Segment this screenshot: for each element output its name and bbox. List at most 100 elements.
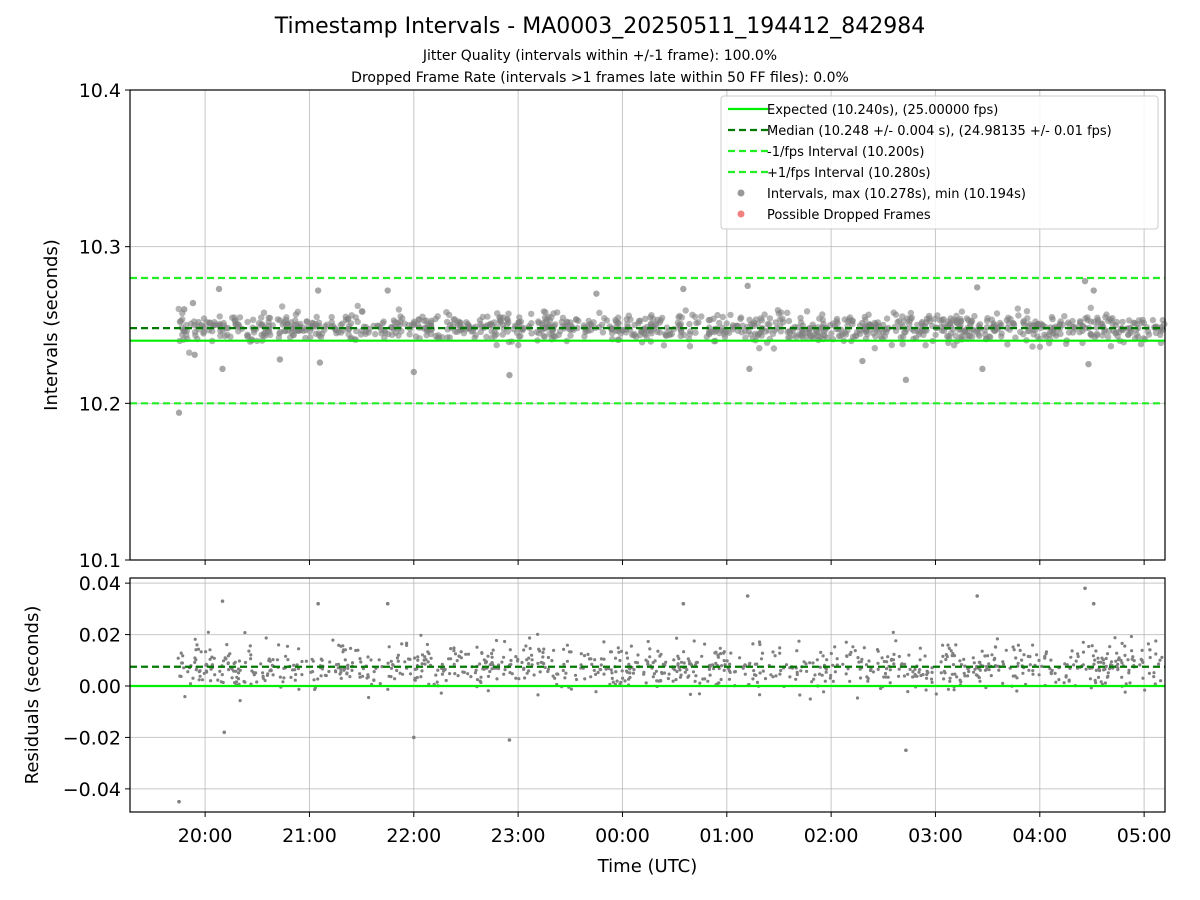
residual-point — [300, 659, 304, 664]
residual-point — [574, 677, 579, 682]
interval-point — [742, 334, 749, 341]
interval-point — [396, 321, 403, 329]
interval-point — [797, 319, 805, 326]
residual-point — [856, 656, 860, 660]
interval-point — [971, 312, 978, 320]
residual-point — [925, 672, 929, 677]
residual-point — [530, 663, 534, 667]
interval-point — [504, 328, 511, 335]
interval-point — [890, 309, 897, 316]
residual-point — [536, 661, 540, 666]
residual-point — [491, 648, 495, 652]
residual-point — [194, 648, 198, 652]
interval-point — [277, 328, 284, 336]
residual-point — [608, 650, 613, 654]
interval-point — [488, 328, 495, 335]
residual-point — [952, 688, 956, 692]
residual-point — [555, 672, 559, 676]
residual-point — [411, 735, 416, 740]
residual-point — [396, 653, 400, 657]
legend-entry-label: Possible Dropped Frames — [767, 208, 931, 223]
residual-point — [1001, 681, 1005, 686]
residual-point — [1021, 671, 1025, 675]
interval-point — [484, 313, 491, 320]
residual-point — [452, 649, 456, 653]
residual-point — [950, 654, 954, 658]
interval-point — [411, 321, 418, 328]
interval-point — [599, 329, 607, 336]
residual-point — [946, 643, 950, 647]
residual-point — [263, 678, 267, 683]
interval-point — [291, 322, 298, 329]
residual-point — [752, 673, 757, 677]
residual-point — [719, 652, 723, 656]
residual-point — [996, 664, 1000, 668]
residual-point — [408, 657, 412, 662]
residual-point — [1090, 644, 1094, 648]
residual-point — [853, 649, 857, 653]
residual-point — [625, 656, 630, 660]
residual-point — [678, 668, 682, 672]
interval-point — [897, 334, 904, 341]
residual-point — [760, 651, 765, 655]
residual-point — [304, 659, 308, 663]
interval-point — [229, 314, 236, 321]
x-tick-label: 20:00 — [178, 825, 233, 847]
interval-point — [250, 329, 258, 336]
residual-point — [522, 648, 526, 652]
residual-point — [722, 650, 726, 654]
residual-point — [963, 674, 967, 678]
residual-point — [950, 672, 954, 676]
residual-point — [205, 670, 209, 674]
residual-point — [993, 645, 998, 649]
interval-point — [636, 317, 644, 324]
residual-point — [1088, 677, 1092, 681]
interval-point — [314, 287, 322, 294]
interval-point — [477, 328, 484, 335]
residual-point — [312, 678, 316, 682]
residual-point — [220, 599, 225, 603]
interval-point — [1010, 322, 1018, 329]
interval-point — [493, 341, 500, 349]
interval-point — [1069, 329, 1077, 336]
residual-point — [523, 676, 527, 680]
residual-point — [230, 676, 234, 680]
residual-point — [348, 675, 352, 679]
residual-point — [292, 663, 296, 667]
interval-point — [179, 331, 186, 338]
interval-point — [1015, 312, 1022, 319]
residual-point — [625, 669, 629, 673]
residual-point — [917, 670, 921, 674]
residual-point — [550, 659, 554, 663]
residual-point — [771, 675, 775, 679]
residual-point — [1123, 690, 1127, 694]
interval-point — [938, 316, 946, 324]
residual-point — [564, 671, 568, 675]
residual-point — [894, 639, 898, 643]
residual-point — [951, 663, 956, 667]
residual-point — [812, 677, 816, 681]
residual-point — [488, 669, 492, 674]
residual-point — [761, 669, 765, 673]
interval-point — [648, 312, 655, 319]
interval-point — [1084, 316, 1091, 324]
residual-point — [247, 649, 251, 653]
interval-point — [489, 322, 496, 329]
interval-point — [1004, 341, 1011, 348]
residuals-axes-frame — [129, 577, 1166, 813]
residual-point — [236, 667, 240, 671]
residual-point — [1054, 680, 1058, 684]
interval-point — [756, 345, 763, 352]
residual-point — [751, 677, 755, 681]
residual-point — [385, 601, 390, 606]
residual-point — [403, 660, 407, 664]
interval-point — [294, 308, 302, 315]
residual-point — [939, 671, 943, 675]
legend-entry-label: -1/fps Interval (10.200s) — [767, 145, 924, 160]
residual-point — [682, 650, 686, 654]
residual-point — [599, 657, 604, 661]
interval-point — [738, 329, 745, 336]
residual-point — [1126, 658, 1130, 662]
residual-point — [882, 675, 886, 679]
residual-point — [238, 699, 242, 703]
